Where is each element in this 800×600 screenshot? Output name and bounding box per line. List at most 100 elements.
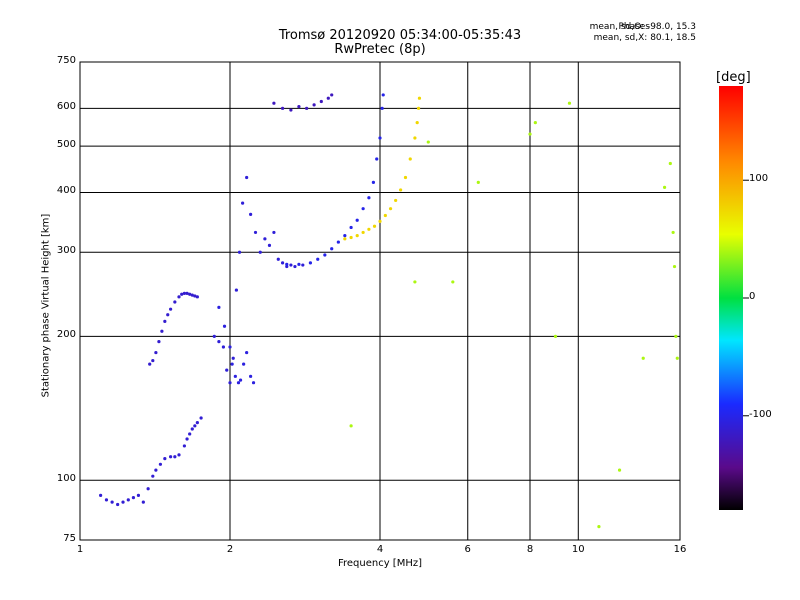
x-tick-label: 1 (76, 544, 84, 555)
data-point (323, 253, 327, 257)
phase-stats: mean, sd,O: -98.0, 15.3 mean, sd,X: 80.1… (590, 22, 696, 44)
data-point (349, 225, 353, 230)
data-point (258, 250, 262, 254)
data-point (231, 356, 235, 360)
x-tick-label: 10 (571, 544, 585, 555)
data-point (195, 295, 199, 299)
data-point (225, 368, 229, 372)
color-bar-ticks (743, 179, 749, 417)
data-point (451, 280, 455, 284)
data-point (394, 198, 398, 203)
y-tick-label: 400 (56, 185, 76, 197)
x-tick-label: 6 (464, 544, 471, 555)
data-point (182, 444, 186, 448)
data-point (417, 96, 422, 100)
x-tick-label: 16 (673, 544, 687, 555)
data-point (415, 121, 419, 125)
data-point (212, 334, 216, 338)
data-point (355, 233, 359, 238)
data-point (272, 230, 276, 235)
data-point (408, 157, 412, 161)
y-tick-label: 750 (56, 55, 76, 66)
data-point (674, 334, 678, 338)
data-point (416, 106, 421, 110)
data-point (528, 132, 532, 136)
data-point (245, 175, 249, 180)
data-point (217, 305, 221, 309)
data-point (173, 455, 177, 459)
data-point (316, 257, 320, 261)
y-tick-label: 500 (56, 139, 76, 151)
data-points (99, 93, 679, 529)
data-point (141, 500, 145, 504)
data-point (177, 295, 181, 299)
data-point (160, 329, 164, 333)
data-point (253, 230, 258, 235)
data-point (251, 381, 256, 385)
data-point (148, 362, 152, 366)
data-point (662, 185, 667, 189)
data-point (675, 356, 679, 360)
data-point (567, 101, 572, 105)
data-point (234, 288, 238, 292)
data-point (263, 237, 267, 241)
color-bar (719, 86, 743, 510)
data-point (280, 106, 285, 110)
x-axis-title: Frequency [MHz] (337, 558, 423, 569)
data-point (276, 257, 280, 261)
data-point (381, 93, 385, 97)
stats-line-o: mean, sd,O: -98.0, 15.3 (589, 22, 696, 32)
data-point (131, 495, 136, 500)
data-point (245, 350, 249, 355)
data-point (195, 421, 199, 425)
x-tick-label: 8 (526, 544, 534, 555)
data-point (383, 213, 387, 218)
data-point (222, 324, 227, 328)
data-point (157, 340, 161, 344)
data-point (378, 219, 382, 224)
data-point (221, 345, 226, 349)
data-point (228, 345, 232, 349)
data-point (285, 264, 289, 269)
stats-line-x: mean, sd,X: 80.1, 18.5 (593, 33, 696, 43)
data-point (361, 230, 365, 235)
data-point (668, 161, 672, 166)
data-point (349, 424, 353, 428)
data-point (355, 218, 359, 222)
data-point (188, 292, 192, 296)
data-point (326, 96, 330, 100)
data-point (367, 227, 371, 231)
data-point (403, 175, 408, 180)
data-point (169, 307, 173, 311)
data-point (371, 180, 376, 184)
data-point (672, 264, 677, 269)
data-point (476, 180, 480, 184)
data-point (343, 233, 347, 238)
data-point (272, 101, 276, 105)
data-point (308, 261, 313, 265)
data-point (154, 468, 158, 472)
data-point (99, 493, 103, 497)
data-point (217, 340, 221, 344)
x-tick-label: 2 (226, 544, 234, 555)
data-point (166, 313, 170, 317)
data-point (190, 293, 194, 297)
data-point (319, 99, 323, 104)
data-point (285, 262, 289, 266)
data-point (233, 374, 237, 378)
data-point (336, 240, 340, 244)
data-point (121, 500, 125, 504)
data-point (380, 106, 384, 110)
data-point (169, 455, 173, 459)
data-point (104, 498, 109, 502)
y-axis-title: Stationary phase Virtual Height [km] (40, 213, 52, 398)
y-tick-label: 100 (56, 473, 76, 485)
data-point (249, 374, 253, 378)
chart-title: Tromsø 20120920 05:34:00-05:35:43 (278, 28, 522, 43)
data-point (241, 201, 245, 205)
chart-subtitle: RwPretec (8p) (334, 42, 426, 57)
data-point (297, 262, 301, 266)
data-point (413, 280, 417, 284)
data-point (617, 468, 622, 472)
data-point (158, 462, 163, 466)
